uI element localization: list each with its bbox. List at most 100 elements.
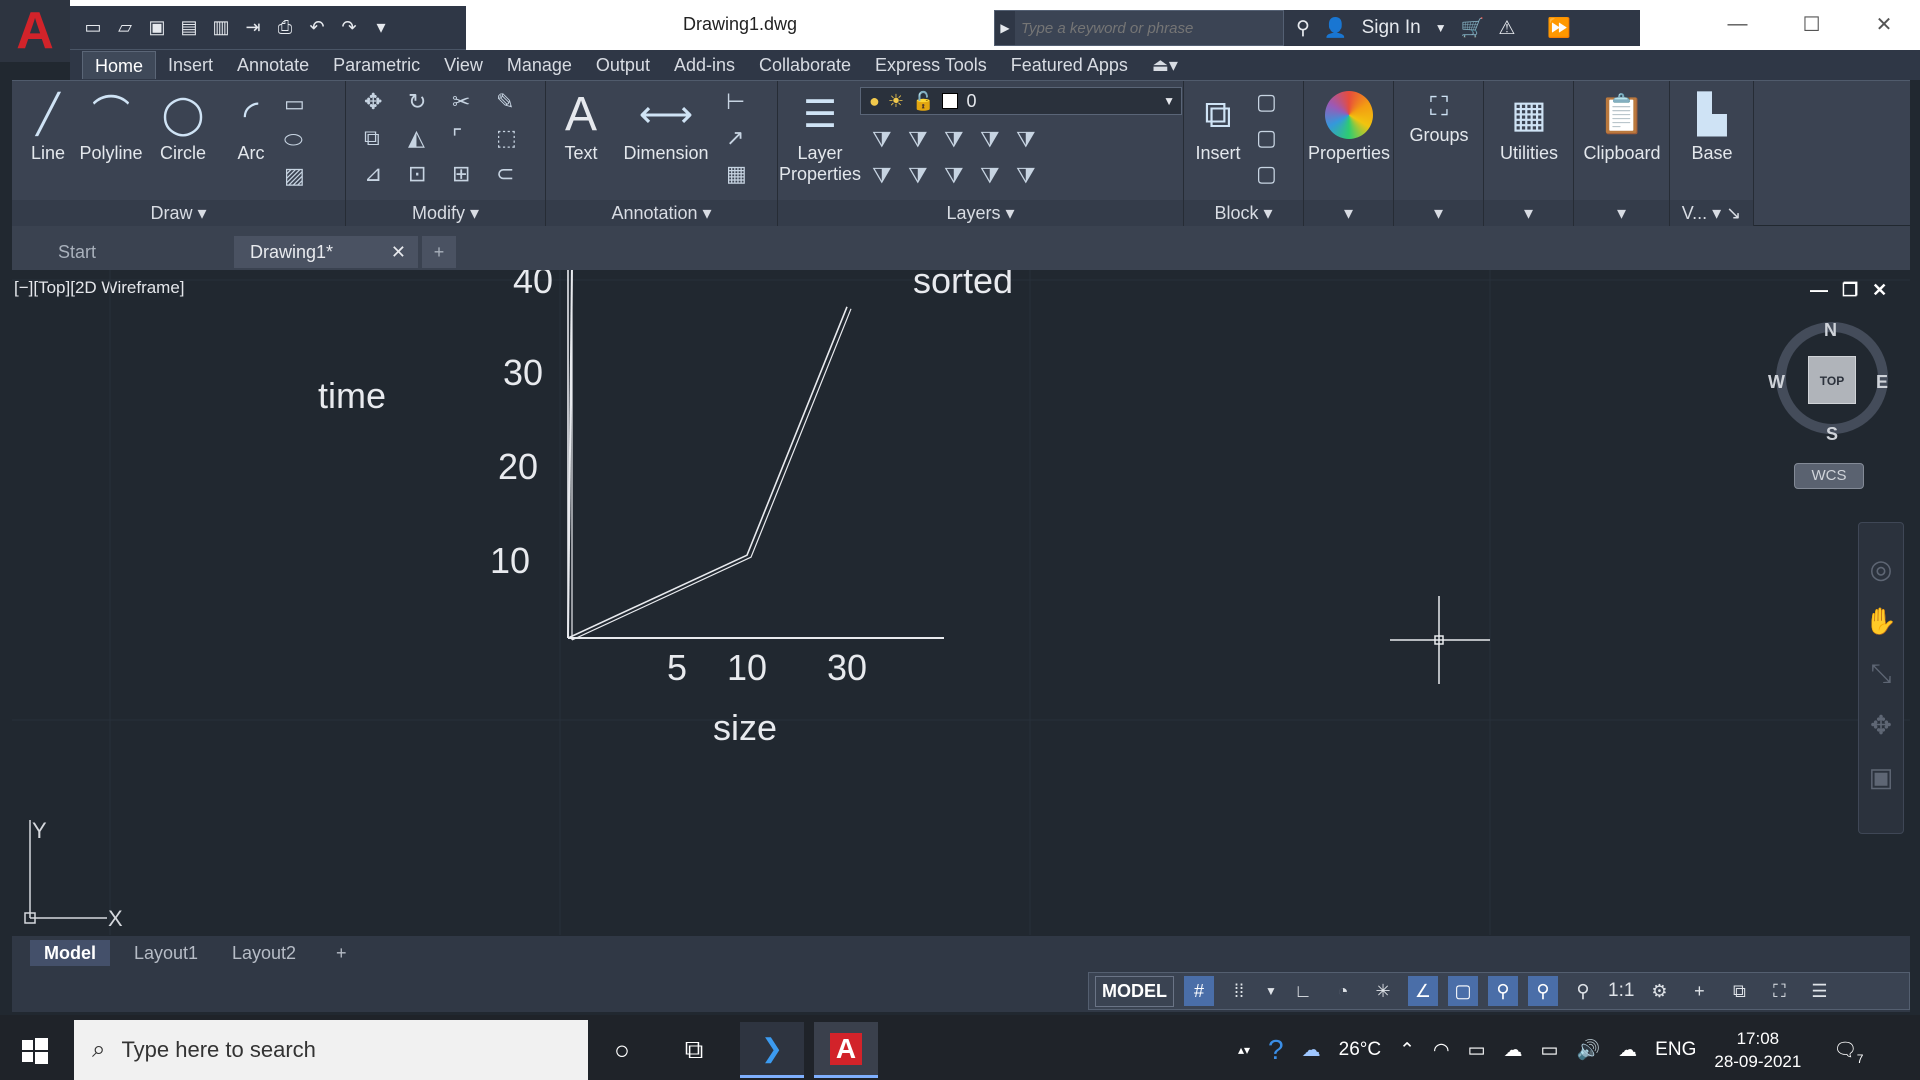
tab-layout2[interactable]: Layout2 [232,943,297,963]
battery-icon[interactable]: ▭ [1540,1039,1559,1061]
fillet-icon[interactable]: ⌜ [452,125,463,150]
offset-icon[interactable]: ⊂ [496,161,515,186]
tab-output[interactable]: Output [595,55,650,75]
edit-block-icon[interactable]: ▢ [1256,125,1277,150]
application-menu-button[interactable]: A [0,0,70,62]
add-layout-button[interactable]: + [336,943,347,963]
more-icon[interactable]: ⏩ [1547,18,1572,39]
object-snap-tracking-icon[interactable]: ∠ [1408,976,1438,1006]
text-tool[interactable]: A Text [552,91,610,164]
rectangle-icon[interactable]: ▭ [284,91,305,116]
layer-unlock-icon[interactable]: ⧩ [980,163,1000,188]
task-view-icon[interactable]: ⧉ [684,1034,704,1064]
chevron-down-icon[interactable]: ▼ [1434,21,1447,35]
properties-tool[interactable]: Properties [1304,91,1394,164]
scale-icon[interactable]: ⊡ [408,161,427,186]
layer-off-icon[interactable]: ⧩ [872,127,892,152]
showmotion-icon[interactable]: ▣ [1868,762,1894,792]
layer-on-icon[interactable]: ⧩ [872,163,892,188]
minimize-viewport-icon[interactable]: — [1810,280,1828,300]
taskbar-search[interactable]: ⌕ Type here to search [74,1020,588,1080]
compass-south[interactable]: S [1826,424,1839,444]
autocad-taskbar-icon[interactable]: A [814,1022,878,1078]
redo-icon[interactable]: ↷ [341,17,357,37]
isolate-objects-icon[interactable]: ⧉ [1732,980,1746,1001]
chevron-down-icon[interactable]: ▼ [1265,984,1277,998]
close-viewport-icon[interactable]: ✕ [1872,280,1888,300]
binoculars-icon[interactable]: ⚲ [1296,17,1310,39]
annotation-panel-label[interactable]: Annotation ▾ [546,200,777,226]
new-icon[interactable]: ▭ [84,17,102,37]
zoom-icon[interactable]: ⤡ [1870,658,1892,688]
vscode-icon[interactable]: ❯ [740,1022,804,1078]
layers-panel-label[interactable]: Layers ▾ [778,200,1183,226]
base-tool[interactable]: ▙ Base [1670,91,1754,164]
explode-icon[interactable]: ⬚ [496,125,517,150]
windows-start-icon[interactable] [16,1032,54,1070]
tab-layout1[interactable]: Layout1 [134,943,199,963]
object-snap-icon[interactable]: ▢ [1448,976,1478,1006]
open-icon[interactable]: ▱ [118,17,132,37]
scroll-chevron-icon[interactable]: ▴▾ [1238,1043,1251,1057]
mirror-icon[interactable]: ◭ [408,125,425,150]
new-tab-button[interactable]: + [422,236,456,268]
move-icon[interactable]: ✥ [364,89,383,114]
groups-expand[interactable]: ▾ [1394,200,1483,226]
view-panel-label[interactable]: V... ▾ ↘ [1670,200,1753,226]
viewport-controls-label[interactable]: [−][Top][2D Wireframe] [14,278,185,297]
meet-now-icon[interactable]: ▭ [1467,1039,1486,1061]
customize-icon[interactable]: ▾ [376,17,386,37]
tab-parametric[interactable]: Parametric [333,55,421,75]
layer-isolate-icon[interactable]: ⧩ [908,127,928,152]
compass-east[interactable]: E [1876,372,1889,392]
isodraft-icon[interactable]: ✳ [1375,980,1391,1001]
clock[interactable]: 17:08 28-09-2021 [1714,1027,1801,1073]
draw-panel-label[interactable]: Draw ▾ [12,200,345,226]
expand-search-icon[interactable]: ▶ [1000,21,1010,35]
arc-tool[interactable]: ◜ Arc [220,91,282,164]
compass-west[interactable]: W [1768,372,1785,392]
tab-start[interactable]: Start [58,242,97,262]
copy-icon[interactable]: ⧉ [364,125,380,150]
upload-icon[interactable]: ☁ [1618,1039,1638,1061]
language-indicator[interactable]: ENG [1655,1039,1697,1060]
orbit-icon[interactable]: ✥ [1870,710,1892,740]
restore-viewport-icon[interactable]: ❐ [1842,280,1859,300]
volume-icon[interactable]: 🔊 [1576,1040,1601,1061]
annotation-scale-icon[interactable]: ⚲ [1576,980,1590,1001]
tab-annotate[interactable]: Annotate [237,55,310,75]
model-space-button[interactable]: MODEL [1095,975,1174,1007]
temperature[interactable]: 26°C [1338,1039,1382,1060]
ribbon-toggle-icon[interactable]: ⏏▾ [1151,55,1178,75]
table-icon[interactable]: ▦ [726,161,747,186]
scale-value[interactable]: 1:1 [1608,980,1635,1001]
drawing-viewport[interactable] [12,270,1910,935]
linear-dimension-icon[interactable]: ⊢ [726,89,746,114]
viewcube-top-face[interactable]: TOP [1808,356,1856,404]
utilities-tool[interactable]: ▦ Utilities [1484,91,1574,164]
auto-scale-icon[interactable]: ⚲ [1528,976,1558,1006]
cortana-icon[interactable]: ○ [614,1034,630,1065]
groups-tool[interactable]: ⛶ Groups [1394,91,1484,146]
attribute-icon[interactable]: ▢ [1256,161,1277,186]
clipboard-expand[interactable]: ▾ [1574,200,1669,226]
close-tab-icon[interactable]: ✕ [390,242,406,262]
stretch-icon[interactable]: ⊿ [364,161,383,186]
circle-tool[interactable]: ◯ Circle [152,91,214,164]
layer-lock-icon[interactable]: ⧩ [980,127,1000,152]
sign-in-link[interactable]: Sign In [1361,17,1421,38]
compass-north[interactable]: N [1824,320,1837,340]
save-icon[interactable]: ▣ [148,17,166,37]
gear-icon[interactable]: ⚙ [1651,980,1668,1001]
dimension-tool[interactable]: ⟷ Dimension [616,91,716,164]
block-panel-label[interactable]: Block ▾ [1184,200,1303,226]
show-hidden-icon[interactable]: ⌃ [1399,1039,1415,1061]
tab-insert[interactable]: Insert [168,55,214,75]
tab-add-ins[interactable]: Add-ins [673,55,735,75]
cart-icon[interactable]: 🛒 [1460,18,1485,39]
minimize-icon[interactable]: — [1727,12,1748,35]
undo-icon[interactable]: ↶ [309,17,325,37]
layer-thaw-icon[interactable]: ⧩ [944,163,964,188]
layer-freeze-icon[interactable]: ⧩ [944,127,964,152]
ellipse-icon[interactable]: ⬭ [284,127,303,152]
